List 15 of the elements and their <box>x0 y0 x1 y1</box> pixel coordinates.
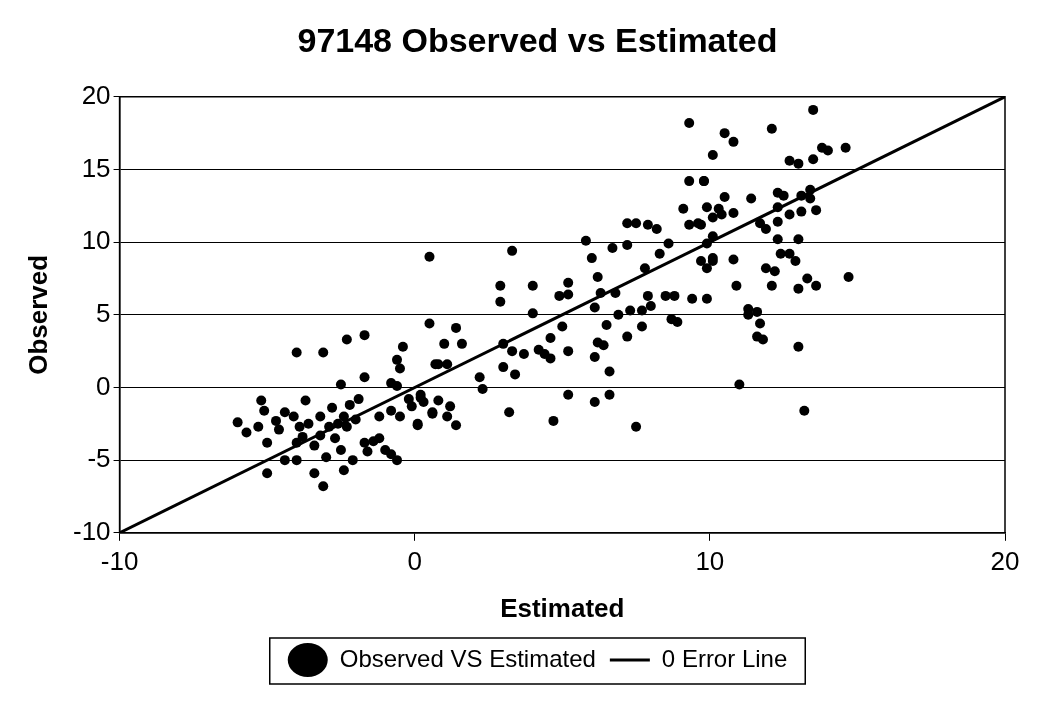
y-tick-label: 5 <box>96 297 111 328</box>
y-tick-label: 0 <box>96 370 111 401</box>
y-axis-title: Observed <box>23 254 54 375</box>
y-tick-label: -5 <box>87 443 111 474</box>
legend-label: Observed VS Estimated <box>339 644 596 672</box>
y-tick-label: 10 <box>81 225 111 256</box>
legend-label: 0 Error Line <box>661 644 788 672</box>
chart-title: 97148 Observed vs Estimated <box>297 20 778 59</box>
x-tick-label: 0 <box>407 545 422 576</box>
y-tick-label: -10 <box>73 515 111 546</box>
x-axis-title: Estimated <box>500 593 625 624</box>
y-tick-label: 20 <box>81 79 111 110</box>
y-tick-label: 15 <box>81 152 111 183</box>
x-tick-label: 20 <box>990 545 1020 576</box>
x-tick-label: 10 <box>695 545 725 576</box>
